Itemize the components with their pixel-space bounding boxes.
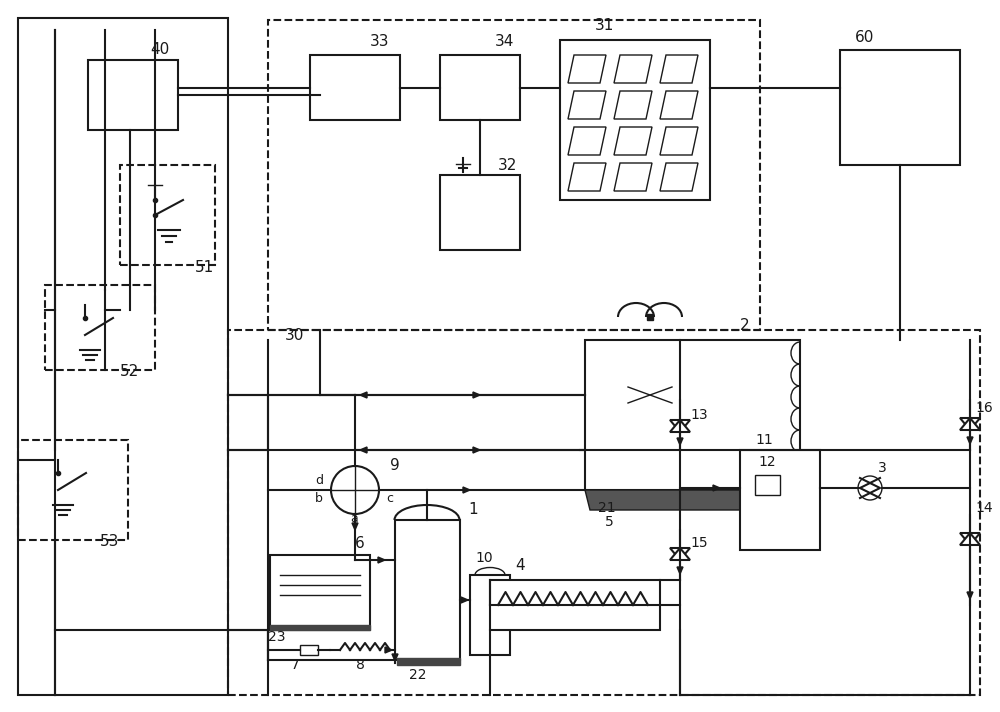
Text: 5: 5 bbox=[605, 515, 614, 529]
Text: 52: 52 bbox=[120, 365, 139, 379]
Text: 40: 40 bbox=[150, 43, 169, 58]
Bar bbox=[560, 40, 710, 200]
Text: 51: 51 bbox=[195, 261, 214, 276]
Text: 12: 12 bbox=[758, 455, 776, 469]
Polygon shape bbox=[713, 485, 720, 491]
Polygon shape bbox=[677, 567, 683, 574]
Text: 33: 33 bbox=[370, 34, 390, 50]
Polygon shape bbox=[967, 592, 973, 599]
Bar bbox=[470, 575, 510, 655]
Text: 8: 8 bbox=[356, 658, 364, 672]
Text: 53: 53 bbox=[100, 535, 119, 550]
Text: 30: 30 bbox=[285, 328, 304, 342]
Text: 14: 14 bbox=[975, 501, 993, 515]
Polygon shape bbox=[960, 533, 980, 545]
Text: 6: 6 bbox=[355, 535, 365, 550]
Polygon shape bbox=[392, 654, 398, 661]
Text: 34: 34 bbox=[495, 34, 514, 50]
Polygon shape bbox=[960, 533, 980, 545]
Bar bbox=[310, 55, 400, 120]
Bar bbox=[45, 285, 155, 370]
Bar bbox=[88, 60, 178, 130]
Bar bbox=[300, 645, 318, 655]
Polygon shape bbox=[378, 557, 385, 563]
Polygon shape bbox=[270, 625, 370, 630]
Polygon shape bbox=[360, 392, 367, 398]
Bar bbox=[755, 475, 780, 495]
Bar bbox=[18, 18, 228, 695]
Text: 31: 31 bbox=[595, 18, 614, 33]
Polygon shape bbox=[461, 597, 468, 603]
Text: 21: 21 bbox=[598, 501, 616, 515]
Polygon shape bbox=[960, 418, 980, 430]
Polygon shape bbox=[960, 418, 980, 430]
Text: c: c bbox=[386, 491, 393, 505]
Text: 1: 1 bbox=[468, 503, 478, 518]
Text: 11: 11 bbox=[755, 433, 773, 447]
Text: b: b bbox=[315, 491, 323, 505]
Polygon shape bbox=[463, 487, 470, 493]
Polygon shape bbox=[352, 523, 358, 530]
Bar bbox=[490, 580, 660, 630]
Bar bbox=[270, 555, 370, 630]
Text: 60: 60 bbox=[855, 31, 874, 46]
Bar bbox=[228, 330, 980, 695]
Text: 32: 32 bbox=[498, 157, 517, 172]
Bar bbox=[440, 175, 520, 250]
Bar bbox=[395, 520, 460, 660]
Polygon shape bbox=[385, 647, 392, 653]
Polygon shape bbox=[670, 548, 690, 560]
Bar bbox=[120, 165, 215, 265]
Text: 3: 3 bbox=[878, 461, 887, 475]
Bar bbox=[585, 340, 800, 490]
Bar bbox=[840, 50, 960, 165]
Text: 23: 23 bbox=[268, 630, 286, 644]
Text: 13: 13 bbox=[690, 408, 708, 422]
Polygon shape bbox=[397, 658, 460, 665]
Polygon shape bbox=[360, 447, 367, 453]
Text: d: d bbox=[315, 473, 323, 486]
Bar bbox=[18, 440, 128, 540]
Polygon shape bbox=[670, 548, 690, 560]
Text: 4: 4 bbox=[515, 557, 525, 572]
Text: 10: 10 bbox=[475, 551, 493, 565]
Text: 16: 16 bbox=[975, 401, 993, 415]
Text: a: a bbox=[350, 511, 358, 525]
Polygon shape bbox=[670, 420, 690, 432]
Polygon shape bbox=[473, 392, 480, 398]
Polygon shape bbox=[670, 420, 690, 432]
Bar bbox=[740, 450, 820, 550]
Text: 2: 2 bbox=[740, 318, 750, 333]
Polygon shape bbox=[677, 438, 683, 445]
Polygon shape bbox=[473, 447, 480, 453]
Text: 9: 9 bbox=[390, 458, 400, 473]
Text: 7: 7 bbox=[291, 658, 299, 672]
Polygon shape bbox=[585, 490, 760, 510]
Text: 22: 22 bbox=[409, 668, 427, 682]
Text: 15: 15 bbox=[690, 536, 708, 550]
Bar bbox=[268, 20, 760, 330]
Bar bbox=[440, 55, 520, 120]
Polygon shape bbox=[967, 437, 973, 444]
